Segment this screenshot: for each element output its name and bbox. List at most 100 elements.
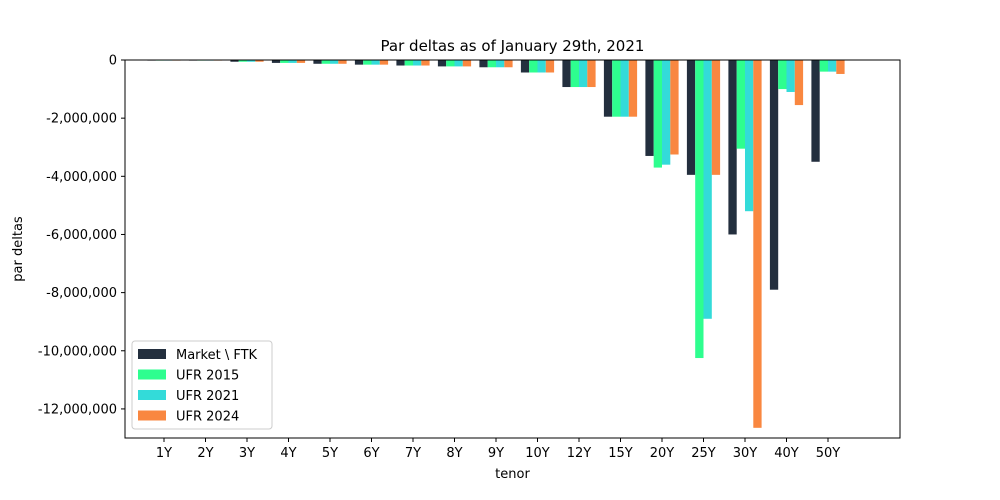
bar [520,60,530,73]
bar [504,60,513,68]
bars-group [147,60,845,428]
legend-swatch [138,410,166,421]
bar [288,60,297,63]
bar [454,60,463,67]
bar [413,60,422,66]
legend: Market \ FTK UFR 2015 UFR 2021 UFR 2024 [131,340,273,430]
bar [338,60,347,64]
chart-title: Par deltas as of January 29th, 2021 [381,37,645,55]
bar [296,60,306,63]
bar [570,60,579,88]
bar [653,60,662,168]
bar [728,60,737,235]
bar [437,60,447,67]
legend-swatch [138,390,166,400]
bar [620,60,629,117]
bar [537,60,546,73]
bar [238,60,247,62]
y-tick-label: -4,000,000 [46,170,117,185]
y-tick-label: -12,000,000 [38,402,117,417]
bar [562,60,571,88]
bar [603,60,613,117]
bar [379,60,389,65]
bar [545,60,555,73]
bar [487,60,496,68]
legend-entry: UFR 2015 [176,369,239,384]
bar [769,60,779,290]
bar [670,60,679,155]
bar [579,60,588,88]
bar [703,60,712,319]
bar [819,60,828,72]
bar [778,60,787,90]
bar [255,60,264,62]
bar [479,60,488,68]
bar [496,60,505,68]
plot-frame [124,59,901,439]
bar [587,60,596,88]
x-tick-label: 3Y [239,446,255,461]
legend-entry: UFR 2024 [176,410,239,425]
legend-box [131,340,273,430]
bar [736,60,745,149]
bar [794,60,804,106]
x-tick-label: 4Y [280,446,296,461]
bar [462,60,472,67]
bar [230,60,239,62]
bar [753,60,762,428]
y-tick-label: -6,000,000 [46,228,117,243]
x-tick-label: 10Y [525,446,550,461]
legend-swatch [138,349,166,359]
legend-swatch [138,369,166,380]
x-axis: 1Y 2Y 3Y 4Y 5Y 6Y 7Y 8Y 9Y 10Y 12Y 15Y 20Y 25Y 30Y 40Y 5… [156,438,840,461]
bar [371,60,380,65]
x-tick-label: 40Y [774,446,799,461]
bar [836,60,845,74]
x-tick-label: 5Y [322,446,338,461]
bar [628,60,638,117]
bar [686,60,696,175]
bar [811,60,820,162]
bar [404,60,413,66]
x-tick-label: 2Y [197,446,213,461]
y-axis: 0 -2,000,000 -4,000,000 -6,000,000 -8,000,00… [38,54,125,417]
legend-entry: Market \ FTK [176,348,258,363]
y-tick-label: -2,000,000 [46,112,117,127]
x-tick-label: 15Y [608,446,633,461]
bar [280,60,289,63]
x-tick-label: 25Y [691,446,716,461]
x-tick-label: 6Y [363,446,379,461]
bar [828,60,837,72]
x-tick-label: 9Y [488,446,504,461]
bar [612,60,621,117]
x-tick-label: 1Y [156,446,172,461]
bar [745,60,754,212]
bar [711,60,721,175]
bar [662,60,671,165]
bar [446,60,455,67]
x-tick-label: 7Y [405,446,421,461]
bar [396,60,405,66]
bar [321,60,330,64]
bar [421,60,430,66]
bar [786,60,795,92]
bar [271,60,281,63]
x-tick-label: 20Y [650,446,675,461]
bar [313,60,322,64]
y-tick-label: 0 [109,54,117,69]
x-tick-label: 8Y [446,446,462,461]
y-axis-label: par deltas [11,216,26,282]
bar [695,60,704,359]
bar [330,60,339,64]
bar [247,60,256,62]
x-tick-label: 50Y [816,446,841,461]
x-axis-label: tenor [495,467,530,482]
x-tick-label: 30Y [733,446,758,461]
bar [529,60,538,73]
legend-entry: UFR 2021 [176,389,239,404]
bar [363,60,372,65]
x-tick-label: 12Y [567,446,592,461]
y-tick-label: -8,000,000 [46,286,117,301]
y-tick-label: -10,000,000 [38,344,117,359]
